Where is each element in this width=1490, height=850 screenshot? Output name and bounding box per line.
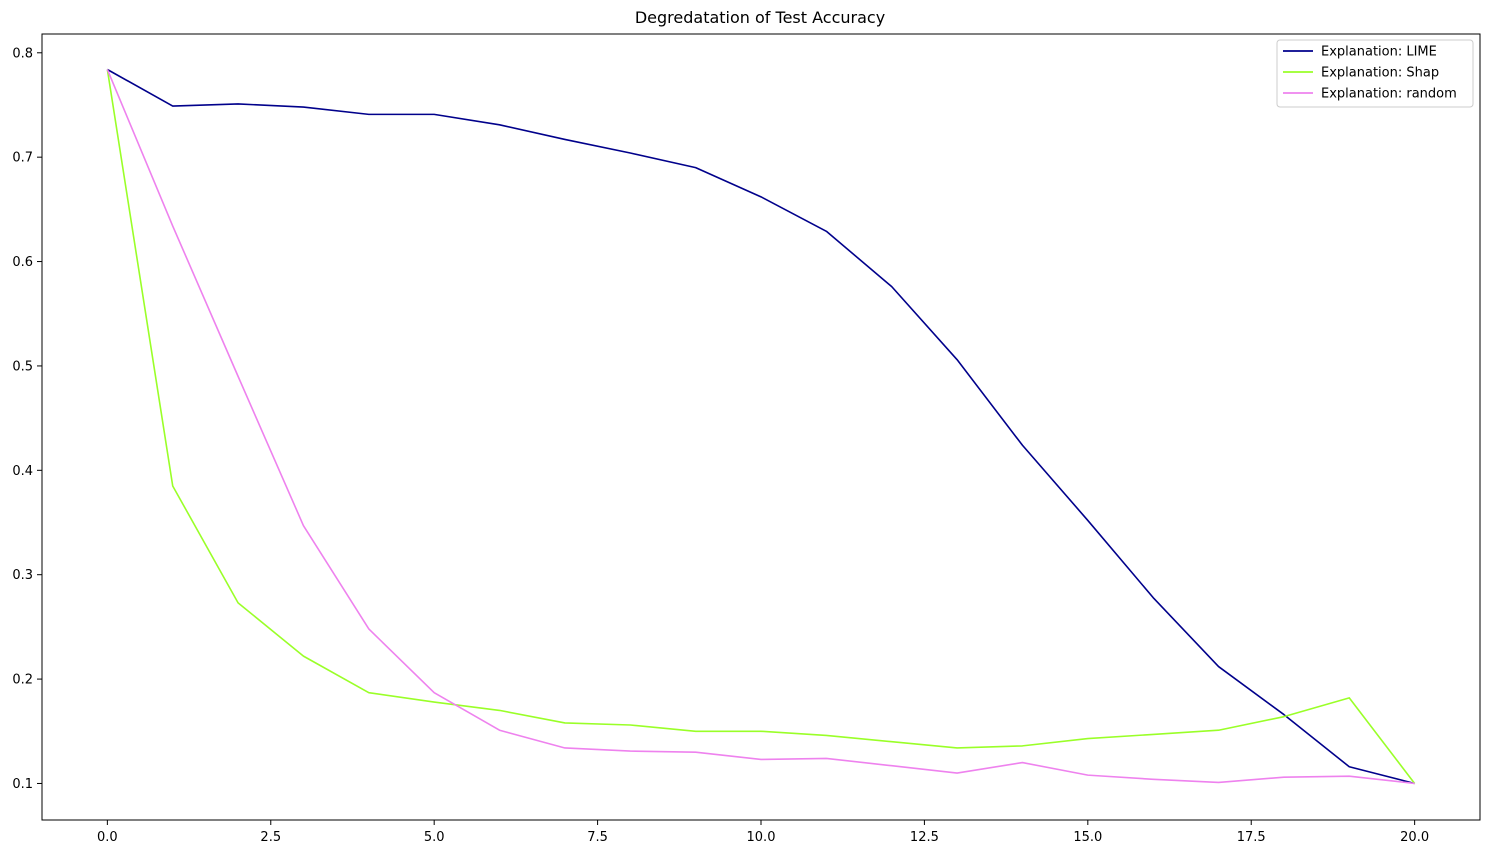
x-tick-label: 0.0: [97, 830, 118, 845]
y-tick-label: 0.5: [12, 359, 33, 374]
y-tick-label: 0.6: [12, 255, 33, 270]
series-line-1: [107, 69, 1414, 783]
y-axis: 0.1 0.2 0.3 0.4 0.5 0.6 0.7 0.8: [12, 46, 42, 792]
series-lines: [107, 69, 1414, 783]
series-line-2: [107, 69, 1414, 783]
x-tick-label: 12.5: [910, 830, 939, 845]
x-tick-label: 15.0: [1073, 830, 1102, 845]
x-tick-label: 2.5: [260, 830, 281, 845]
x-tick-label: 17.5: [1237, 830, 1266, 845]
legend-label: Explanation: random: [1321, 87, 1457, 102]
legend-label: Explanation: Shap: [1321, 66, 1439, 81]
legend: Explanation: LIME Explanation: Shap Explan…: [1277, 40, 1473, 107]
x-tick-label: 5.0: [424, 830, 445, 845]
y-tick-label: 0.8: [12, 46, 33, 61]
x-tick-label: 10.0: [747, 830, 776, 845]
y-tick-label: 0.3: [12, 568, 33, 583]
plot-frame: [42, 34, 1480, 820]
x-tick-label: 20.0: [1400, 830, 1429, 845]
series-line-3: [107, 69, 1414, 783]
y-tick-label: 0.2: [12, 673, 33, 688]
y-tick-label: 0.7: [12, 151, 33, 166]
y-tick-label: 0.1: [12, 777, 33, 792]
legend-label: Explanation: LIME: [1321, 45, 1437, 60]
chart-title: Degredatation of Test Accuracy: [635, 8, 885, 27]
y-tick-label: 0.4: [12, 464, 33, 479]
x-tick-label: 7.5: [587, 830, 608, 845]
x-axis: 0.0 2.5 5.0 7.5 10.0 12.5 15.0 17.5 20.0: [97, 820, 1429, 845]
